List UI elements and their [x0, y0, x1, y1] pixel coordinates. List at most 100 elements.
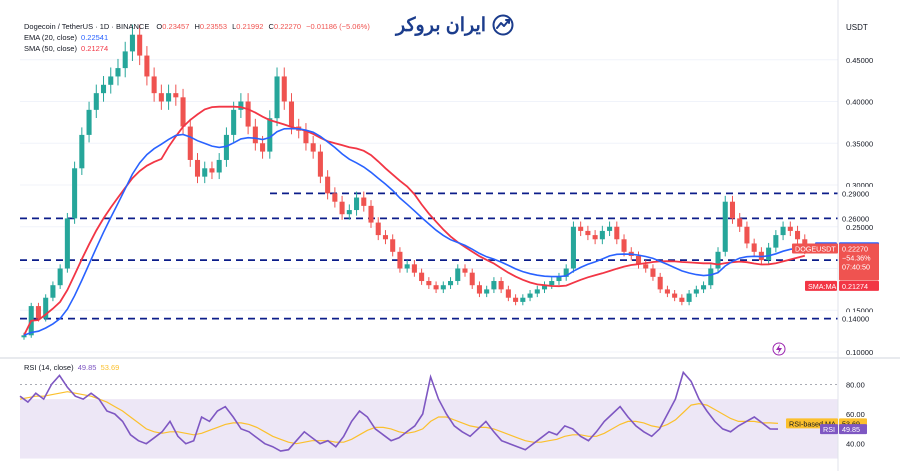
candle-body: [231, 109, 237, 135]
change-value: −0.01186 (−5.06%): [306, 22, 370, 31]
candle-body: [592, 235, 598, 240]
candle-body: [375, 222, 381, 236]
low-value: 0.21992: [236, 22, 264, 31]
candle-body: [317, 151, 323, 177]
candle-body: [187, 126, 193, 160]
candle-body: [252, 126, 258, 144]
candle-body: [635, 255, 642, 265]
level-badge-label: 0.14000: [842, 315, 869, 324]
rsi-ma-value-badge-text: 53.69: [842, 419, 860, 428]
price-tick-label: 0.30000: [846, 181, 873, 190]
candle-body: [332, 193, 338, 202]
candle-body: [354, 197, 360, 211]
candle-body: [281, 76, 287, 102]
price-value-badge-bg: [839, 243, 879, 281]
candle-body: [664, 289, 670, 294]
symbol-legend: Dogecoin / TetherUS · 1D · BINANCE O 0.23…: [24, 22, 370, 32]
candle-body: [686, 293, 692, 302]
rsi-tick-label: 60.00: [846, 410, 865, 419]
rsi-value-badge-bg: [839, 424, 867, 435]
ema-legend-value: 0.22541: [81, 33, 109, 42]
candle-body: [382, 235, 388, 240]
candle-body: [737, 218, 743, 227]
ema-legend[interactable]: EMA (20, close) 0.22541: [24, 33, 108, 43]
support-resistance-levels: [20, 192, 838, 320]
price-name-badge-bg: [792, 243, 838, 254]
candle-body: [607, 226, 613, 231]
candle-body: [390, 239, 396, 252]
rsi-legend[interactable]: RSI (14, close) 49.85 53.69: [24, 363, 119, 373]
symbol-title[interactable]: Dogecoin / TetherUS · 1D · BINANCE: [24, 22, 150, 31]
candle-body: [715, 251, 721, 269]
brand-name: ایران بروکر: [396, 14, 487, 36]
candle-body: [484, 289, 490, 294]
candle-body: [144, 55, 150, 77]
sma-legend-label: SMA (50, close): [24, 44, 77, 53]
candle-body: [194, 159, 201, 177]
candle-body: [650, 268, 656, 277]
high-value: 0.23553: [199, 22, 228, 31]
price-tick-label: 0.35000: [846, 139, 873, 148]
candle-body: [476, 285, 482, 294]
candle-body: [744, 226, 750, 244]
candle-body: [21, 335, 27, 338]
rsi-band: [20, 399, 838, 459]
price-value-badge-text: −54.36%: [842, 254, 871, 263]
open-label: O: [156, 22, 163, 31]
candle-body: [621, 239, 627, 252]
candle-body: [223, 134, 229, 160]
candle-body: [433, 285, 439, 290]
candle-body: [657, 276, 663, 290]
ema-20-line: [23, 127, 805, 337]
candle-body: [245, 101, 251, 127]
rsi-line: [19, 370, 779, 452]
candle-body: [780, 226, 786, 236]
price-tick-label: 0.10000: [846, 348, 873, 357]
candle-body: [708, 268, 714, 286]
candle-body: [491, 281, 497, 290]
candle-body: [346, 210, 352, 215]
candle-body: [498, 281, 504, 290]
candle-body: [419, 272, 425, 282]
sma-name-badge-text: SMA:MA: [808, 282, 837, 291]
rsi-value-badge-text: 49.85: [842, 425, 860, 434]
candle-body: [79, 134, 85, 169]
price-value-badge-text: 07:40:50: [842, 263, 870, 272]
candle-body: [238, 101, 244, 110]
candle-body: [108, 76, 114, 85]
candle-body: [751, 243, 757, 252]
price-name-badge-text: DOGEUSDT: [795, 245, 836, 254]
candle-body: [158, 93, 164, 102]
candle-body: [614, 226, 620, 240]
candle-body: [166, 93, 172, 102]
rsi-ma-name-badge-text: RSI-based MA: [789, 419, 836, 428]
sma-value-badge-text: 0.21274: [842, 282, 868, 291]
candle-body: [86, 109, 92, 135]
lightning-icon[interactable]: [772, 342, 786, 356]
rsi-name-badge-bg: [820, 424, 838, 435]
candle-body: [50, 285, 56, 298]
candle-body: [426, 281, 432, 286]
price-tick-label: 0.15000: [846, 306, 873, 315]
candle-body: [180, 97, 186, 127]
candle-body: [151, 76, 157, 94]
candle-body: [216, 159, 222, 173]
candle-body: [469, 272, 475, 286]
candle-body: [578, 226, 584, 231]
candle-body: [115, 68, 121, 77]
price-tick-label: 0.45000: [846, 56, 873, 65]
candle-body: [787, 226, 793, 231]
candle-body: [72, 168, 78, 219]
candle-body: [43, 297, 49, 319]
rsi-name-badge-text: RSI: [823, 425, 835, 434]
sma-legend-value: 0.21274: [81, 44, 109, 53]
sma-legend[interactable]: SMA (50, close) 0.21274: [24, 44, 108, 54]
candle-body: [397, 251, 403, 269]
sma-value-badge-bg: [839, 280, 879, 291]
candle-body: [122, 51, 128, 69]
candle-body: [310, 143, 316, 152]
candle-body: [260, 143, 266, 152]
candle-body: [411, 264, 417, 273]
rsi-name-badge: RSI: [820, 424, 838, 435]
candle-body: [795, 230, 801, 240]
